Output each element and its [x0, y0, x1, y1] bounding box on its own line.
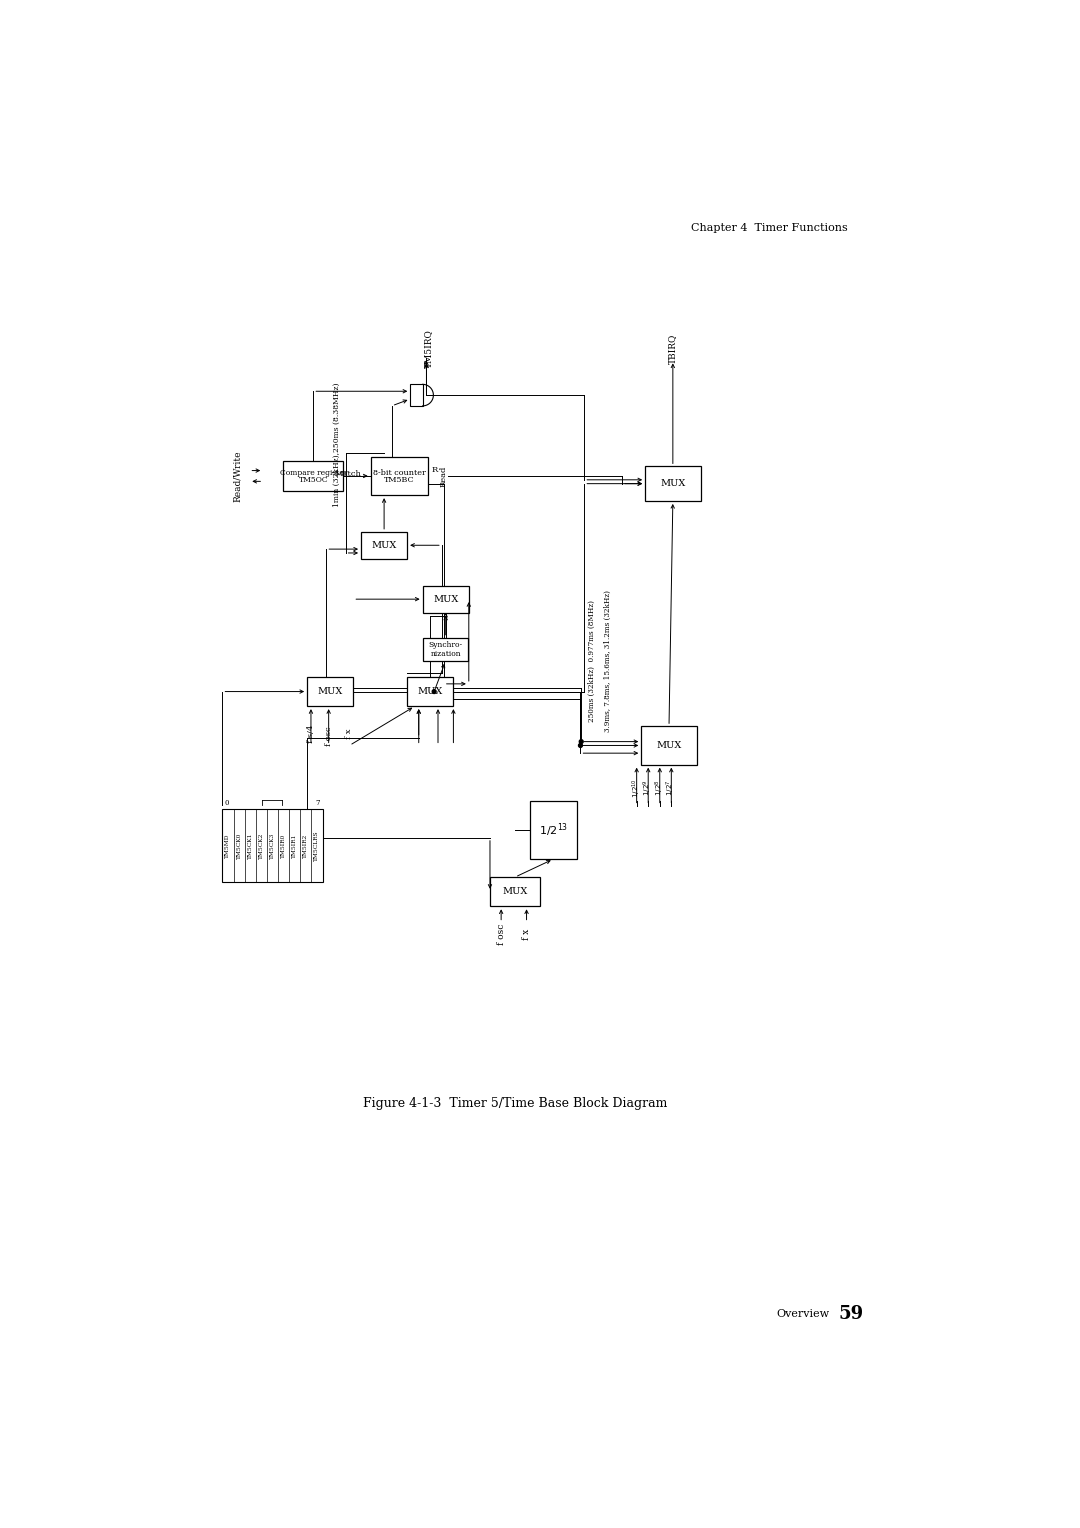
Text: TM5CK3: TM5CK3 [270, 833, 275, 859]
Bar [407, 677, 454, 706]
Text: $1/2^{10}$: $1/2^{10}$ [631, 778, 643, 798]
Text: Read: Read [440, 465, 448, 486]
Text: TM5CLRS: TM5CLRS [314, 830, 320, 860]
Bar [222, 808, 323, 882]
Bar [642, 726, 697, 764]
Text: R: R [431, 466, 437, 474]
Text: TM5CK1: TM5CK1 [247, 833, 253, 859]
Bar [410, 385, 422, 406]
Text: f s/4: f s/4 [307, 724, 315, 743]
Text: Synchro-
nization: Synchro- nization [429, 640, 462, 659]
Bar [422, 585, 469, 613]
Text: Read/Write: Read/Write [233, 451, 242, 501]
Text: MUX: MUX [660, 480, 686, 487]
Text: 3.9ms, 7.8ms, 15.6ms, 31.2ms (32kHz): 3.9ms, 7.8ms, 15.6ms, 31.2ms (32kHz) [604, 590, 611, 732]
Bar [283, 461, 343, 490]
Text: $1/2^8$: $1/2^8$ [653, 779, 666, 796]
Text: Overview: Overview [777, 1308, 829, 1319]
Text: TM5BC: TM5BC [384, 475, 415, 484]
Text: $1/2^{13}$: $1/2^{13}$ [539, 822, 568, 839]
Text: TM5IRQ: TM5IRQ [423, 330, 432, 368]
Text: f osc: f osc [497, 923, 505, 944]
Text: Figure 4-1-3  Timer 5/Time Base Block Diagram: Figure 4-1-3 Timer 5/Time Base Block Dia… [363, 1097, 667, 1109]
Text: 59: 59 [838, 1305, 864, 1323]
Text: MUX: MUX [433, 594, 458, 604]
Text: $1/2^9$: $1/2^9$ [642, 779, 654, 796]
Text: MUX: MUX [657, 741, 681, 750]
Text: TBIRQ: TBIRQ [669, 333, 677, 364]
Circle shape [579, 740, 583, 744]
Text: TM5MD: TM5MD [226, 833, 230, 857]
Text: TM5OC: TM5OC [298, 475, 328, 484]
Text: TM5CK2: TM5CK2 [259, 833, 264, 859]
Bar [490, 877, 540, 906]
Text: 250ms (32kHz)  0.977ms (8MHz): 250ms (32kHz) 0.977ms (8MHz) [588, 601, 596, 721]
Text: TM5IR0: TM5IR0 [281, 833, 286, 857]
Bar [645, 466, 701, 501]
Text: TM5CK0: TM5CK0 [237, 833, 242, 859]
Text: TM5IR2: TM5IR2 [303, 833, 308, 857]
Text: MUX: MUX [418, 688, 443, 697]
Text: Compare register: Compare register [280, 469, 347, 477]
Text: TM5IR1: TM5IR1 [293, 833, 297, 857]
Bar [530, 801, 577, 859]
Text: 7: 7 [315, 799, 320, 807]
Text: 0: 0 [225, 799, 229, 807]
Text: Chapter 4  Timer Functions: Chapter 4 Timer Functions [691, 223, 848, 232]
Text: f x: f x [522, 929, 531, 940]
Bar [423, 637, 468, 660]
Bar [370, 457, 429, 495]
Text: f osc: f osc [325, 726, 333, 746]
Text: MUX: MUX [318, 688, 342, 697]
Text: $1/2^7$: $1/2^7$ [665, 779, 677, 796]
Circle shape [579, 744, 582, 747]
Bar [307, 677, 353, 706]
Text: f x: f x [346, 729, 353, 740]
Text: 1min (32kHz),250ms (8.38MHz): 1min (32kHz),250ms (8.38MHz) [333, 384, 340, 507]
Circle shape [432, 689, 436, 694]
Text: MUX: MUX [372, 541, 396, 550]
Text: 8-bit counter: 8-bit counter [373, 469, 426, 477]
Text: Match: Match [334, 471, 361, 478]
Text: MUX: MUX [502, 888, 528, 897]
Bar [361, 532, 407, 559]
